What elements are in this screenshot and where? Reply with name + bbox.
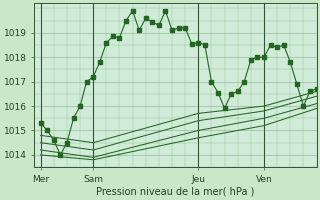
X-axis label: Pression niveau de la mer( hPa ): Pression niveau de la mer( hPa ) [96,187,254,197]
